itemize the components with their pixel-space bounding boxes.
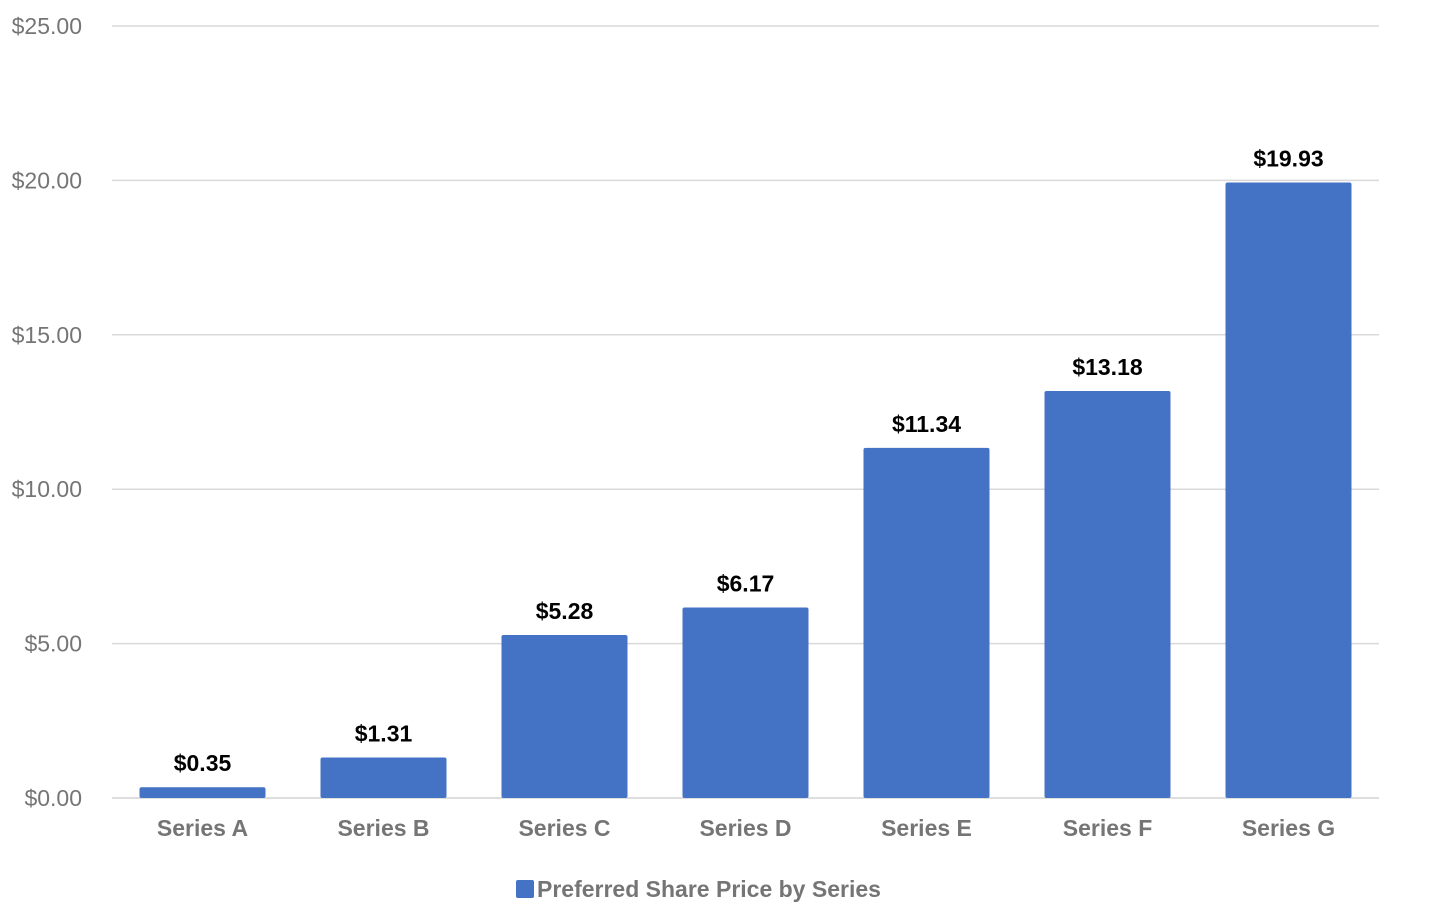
bar (1044, 391, 1171, 798)
data-label: $19.93 (1253, 146, 1323, 172)
x-tick-label: Series D (699, 815, 791, 841)
legend-swatch (516, 880, 534, 898)
data-label: $5.28 (536, 598, 594, 624)
x-tick-label: Series E (881, 815, 972, 841)
y-tick-label: $0.00 (24, 785, 82, 811)
bars (139, 182, 1352, 799)
data-label: $11.34 (892, 411, 961, 437)
bar (863, 447, 990, 798)
y-tick-label: $10.00 (12, 476, 82, 502)
x-tick-label: Series C (518, 815, 610, 841)
x-axis-tick-labels: Series A Series B Series C Series D Series E… (157, 815, 1335, 841)
bar (320, 757, 447, 798)
data-label: $1.31 (355, 721, 413, 747)
bar (139, 787, 266, 798)
x-tick-label: Series G (1242, 815, 1335, 841)
y-tick-label: $5.00 (24, 631, 82, 657)
y-tick-label: $15.00 (12, 322, 82, 348)
bar (1225, 182, 1352, 799)
y-tick-label: $20.00 (12, 167, 82, 193)
x-tick-label: Series A (157, 815, 248, 841)
x-tick-label: Series F (1063, 815, 1153, 841)
y-axis-tick-labels: $0.00 $5.00 $10.00 $15.00 $20.00 $25.00 (12, 13, 82, 811)
data-label: $13.18 (1072, 354, 1143, 380)
bar (501, 634, 628, 798)
legend-label: Preferred Share Price by Series (537, 876, 881, 902)
data-labels: $0.35 $1.31 $5.28 $6.17 $11.34 $13.18 $19.93 (174, 146, 1324, 777)
x-tick-label: Series B (337, 815, 429, 841)
legend: Preferred Share Price by Series (516, 876, 881, 902)
data-label: $6.17 (717, 570, 775, 596)
bar (682, 607, 809, 798)
y-tick-label: $25.00 (12, 13, 82, 39)
data-label: $0.35 (174, 750, 232, 776)
